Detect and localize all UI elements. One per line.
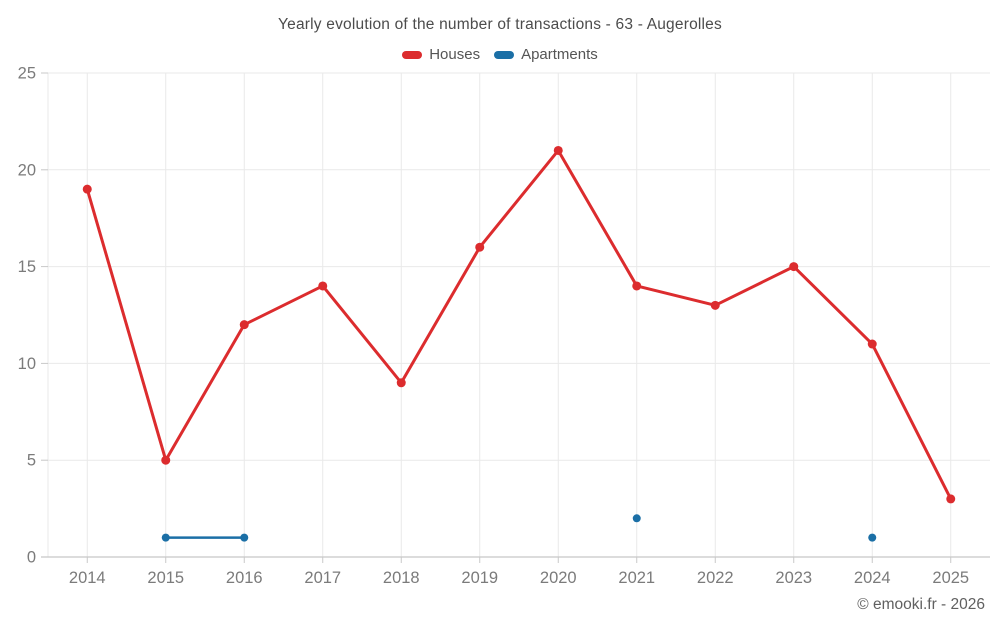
data-point-apartments-2015 xyxy=(161,533,170,542)
x-axis-label-2024: 2024 xyxy=(854,569,891,587)
data-point-apartments-2021 xyxy=(632,514,641,523)
data-point-houses-2014 xyxy=(82,184,92,194)
chart-title: Yearly evolution of the number of transa… xyxy=(278,16,722,33)
data-point-houses-2021 xyxy=(632,281,642,291)
x-axis-label-2023: 2023 xyxy=(775,569,812,587)
x-axis-label-2019: 2019 xyxy=(461,569,498,587)
data-point-houses-2016 xyxy=(239,320,249,330)
houses-legend-swatch xyxy=(402,50,423,59)
y-axis-label-0: 0 xyxy=(27,549,36,567)
data-point-houses-2020 xyxy=(553,145,563,155)
y-axis-label-10: 10 xyxy=(18,355,36,373)
copyright-text: © emooki.fr - 2026 xyxy=(857,596,985,613)
data-point-houses-2022 xyxy=(710,300,720,310)
legend-label-houses: Houses xyxy=(429,46,481,63)
x-axis-label-2016: 2016 xyxy=(226,569,263,587)
series-line-houses xyxy=(85,148,953,501)
y-axis-label-20: 20 xyxy=(18,161,36,179)
x-axis-label-2022: 2022 xyxy=(697,569,734,587)
legend-item-houses[interactable]: Houses xyxy=(402,46,480,63)
data-point-houses-2019 xyxy=(475,242,485,252)
x-axis-label-2025: 2025 xyxy=(932,569,969,587)
x-axis-label-2021: 2021 xyxy=(618,569,655,587)
x-axis-label-2020: 2020 xyxy=(540,569,577,587)
legend-item-apartments[interactable]: Apartments xyxy=(494,46,598,63)
data-point-houses-2023 xyxy=(789,262,799,272)
x-axis-label-2014: 2014 xyxy=(69,569,106,587)
y-axis-label-25: 25 xyxy=(18,65,36,83)
data-point-houses-2025 xyxy=(946,494,956,504)
data-point-houses-2017 xyxy=(318,281,328,291)
data-point-apartments-2016 xyxy=(240,533,249,542)
data-point-apartments-2024 xyxy=(868,533,877,542)
apartments-legend-swatch xyxy=(494,50,515,59)
legend: Houses Apartments xyxy=(0,46,1000,63)
data-point-houses-2015 xyxy=(161,455,171,465)
data-point-houses-2018 xyxy=(396,378,406,388)
y-axis-label-15: 15 xyxy=(18,258,36,276)
x-axis-label-2017: 2017 xyxy=(304,569,341,587)
x-axis-label-2015: 2015 xyxy=(147,569,184,587)
x-axis-label-2018: 2018 xyxy=(383,569,420,587)
legend-label-apartments: Apartments xyxy=(521,46,598,63)
y-axis-label-5: 5 xyxy=(27,452,36,470)
data-point-houses-2024 xyxy=(867,339,877,349)
